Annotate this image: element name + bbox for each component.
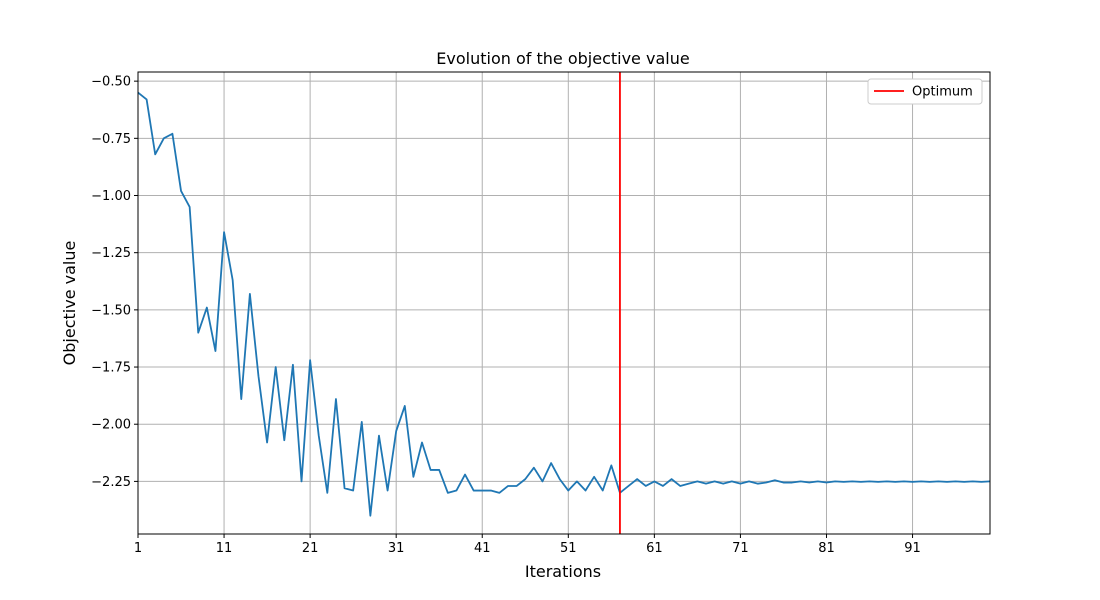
y-tick-label: −0.75 [91, 132, 131, 147]
y-tick-label: −0.50 [91, 75, 131, 90]
y-axis-title: Objective value [60, 241, 79, 366]
y-axis: −0.50 −0.75 −1.00 −1.25 −1.50 −1.75 −2.00 −2.25 [91, 75, 138, 490]
legend: Optimum [867, 78, 983, 105]
grid [137, 72, 990, 534]
y-tick-label: −2.00 [91, 418, 131, 433]
x-tick-label: 41 [474, 541, 491, 556]
plot-frame [137, 71, 991, 535]
x-tick-label: 61 [646, 541, 663, 556]
x-axis: 1 11 21 31 41 51 61 71 81 91 [134, 534, 921, 556]
y-tick-label: −1.75 [91, 361, 131, 376]
legend-box [867, 78, 983, 105]
x-tick-label: 31 [388, 541, 405, 556]
y-tick-label: −2.25 [91, 475, 131, 490]
x-tick-label: 51 [560, 541, 577, 556]
y-tick-label: −1.25 [91, 246, 131, 261]
chart-title: Evolution of the objective value [436, 49, 689, 68]
x-axis-title: Iterations [525, 562, 601, 581]
x-tick-label: 11 [216, 541, 233, 556]
series-layer [137, 91, 991, 517]
x-tick-label: 81 [818, 541, 835, 556]
x-tick-label: 71 [732, 541, 749, 556]
x-tick-label: 21 [302, 541, 319, 556]
legend-optimum-label: Optimum [912, 85, 973, 100]
objective-series-line [137, 91, 991, 517]
y-tick-label: −1.50 [91, 303, 131, 318]
x-tick-label: 1 [134, 541, 142, 556]
x-tick-label: 91 [904, 541, 921, 556]
y-tick-label: −1.00 [91, 189, 131, 204]
